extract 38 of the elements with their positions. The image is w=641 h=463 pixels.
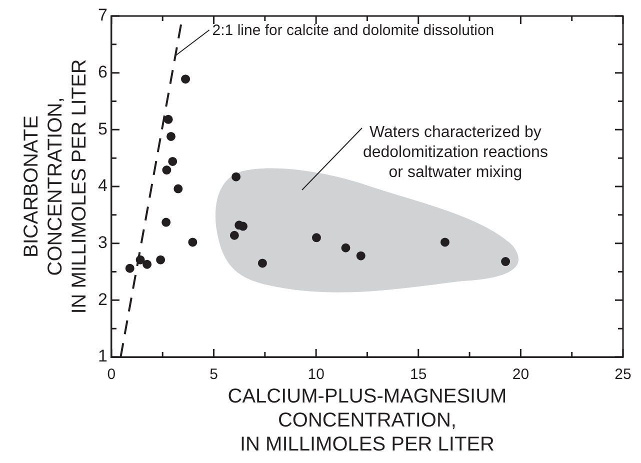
y-tick-label: 5	[98, 119, 108, 138]
point	[156, 255, 166, 264]
x-tick-label: 25	[614, 366, 632, 383]
point	[168, 156, 178, 166]
point	[440, 238, 450, 247]
y-tick-label: 1	[98, 346, 108, 366]
point	[125, 264, 134, 273]
y-axis-title: BICARBONATE CONCENTRATION, IN MILLIMOLES PER LITER	[20, 59, 91, 314]
point	[501, 257, 510, 266]
point	[188, 238, 198, 247]
annotation: 2:1 line for calcite and dolomite dissolution	[212, 22, 494, 39]
point	[181, 74, 190, 84]
point	[341, 243, 350, 252]
point	[174, 184, 183, 194]
point	[356, 251, 366, 260]
point	[136, 255, 145, 264]
y-tick-label: 4	[98, 176, 108, 196]
point	[238, 222, 248, 231]
x-tick-label: 10	[308, 366, 324, 383]
x-tick-label: 5	[210, 366, 218, 383]
y-tick-label: 3	[98, 233, 108, 252]
point	[162, 218, 171, 227]
point	[230, 230, 239, 240]
point	[232, 172, 241, 182]
point	[142, 260, 152, 269]
y-tick-label: 6	[98, 62, 108, 82]
y-tick-label: 2	[98, 290, 108, 309]
x-tick-label: 20	[512, 366, 530, 383]
x-tick-label: 0	[107, 366, 116, 383]
x-tick-label: 15	[410, 366, 427, 383]
point	[258, 258, 267, 268]
point	[312, 233, 321, 242]
point	[162, 166, 172, 175]
annotation: Waters characterized by dedolomitization reactions or saltwater mixing	[362, 124, 548, 181]
x-axis-title: CALCIUM-PLUS-MAGNESIUM CONCENTRATION, IN MILLIMOLES PER LITER	[228, 386, 507, 456]
y-tick-label: 7	[98, 6, 108, 25]
point	[166, 132, 176, 141]
point	[164, 114, 173, 124]
